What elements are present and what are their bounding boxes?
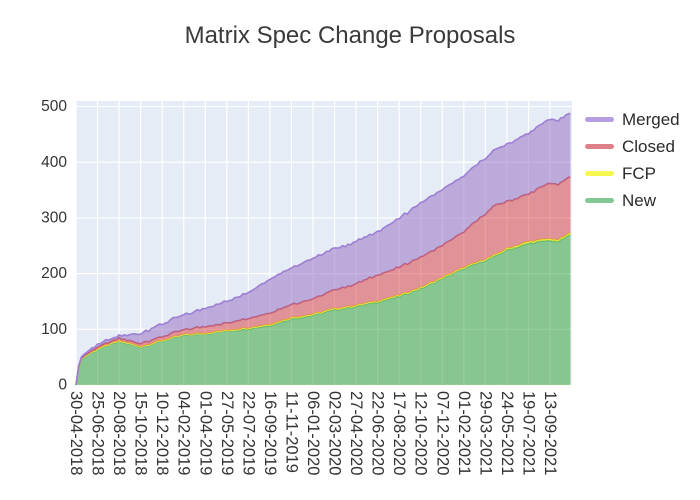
x-tick-label: 10-12-2018: [153, 391, 171, 475]
legend-item-merged[interactable]: Merged: [585, 106, 680, 133]
area-new: [76, 235, 571, 385]
legend-label: New: [622, 191, 657, 210]
y-tick-label: 300: [41, 209, 67, 226]
y-tick-label: 100: [41, 321, 67, 338]
line-fcp: [75, 232, 571, 386]
y-axis-tick-labels: 0 100 200 300 400 500: [41, 98, 67, 393]
legend-swatch-icon: [585, 198, 614, 203]
legend-label: Merged: [622, 110, 680, 129]
x-tick-label: 29-03-2021: [476, 391, 494, 475]
legend-label: FCP: [622, 164, 656, 183]
x-tick-label: 07-12-2020: [433, 391, 451, 475]
x-tick-label: 24-05-2021: [498, 391, 516, 475]
y-tick-label: 400: [41, 154, 67, 171]
x-tick-label: 12-10-2020: [412, 391, 430, 475]
legend-swatch-icon: [585, 144, 614, 149]
x-tick-label: 04-02-2019: [175, 391, 193, 475]
y-tick-label: 200: [41, 265, 67, 282]
x-tick-label: 13-09-2021: [541, 391, 559, 475]
legend-item-new[interactable]: New: [585, 187, 680, 214]
x-tick-label: 22-06-2020: [369, 391, 387, 475]
area-closed: [76, 177, 571, 385]
x-tick-label: 27-04-2020: [347, 391, 365, 475]
x-tick-label: 16-09-2019: [261, 391, 279, 475]
x-tick-label: 19-07-2021: [519, 391, 537, 475]
x-tick-label: 30-04-2018: [67, 391, 85, 475]
x-tick-label: 06-01-2020: [304, 391, 322, 475]
chart-title: Matrix Spec Change Proposals: [184, 22, 516, 49]
legend: Merged Closed FCP New: [585, 106, 680, 214]
x-axis-tick-labels: 30-04-2018 25-06-2018 20-08-2018 15-10-2018…: [67, 391, 559, 475]
area-merged: [76, 113, 571, 385]
x-tick-label: 27-05-2019: [218, 391, 236, 475]
x-tick-label: 17-08-2020: [390, 391, 408, 475]
y-tick-label: 0: [58, 377, 67, 394]
legend-item-fcp[interactable]: FCP: [585, 160, 680, 187]
x-tick-label: 01-02-2021: [455, 391, 473, 475]
line-merged: [75, 112, 571, 386]
x-tick-label: 22-07-2019: [239, 391, 257, 475]
x-tick-label: 15-10-2018: [132, 391, 150, 475]
legend-swatch-icon: [585, 171, 614, 176]
x-tick-label: 20-08-2018: [110, 391, 128, 475]
x-tick-label: 01-04-2019: [196, 391, 214, 475]
legend-swatch-icon: [585, 117, 614, 122]
x-tick-label: 25-06-2018: [89, 391, 107, 475]
x-tick-label: 02-03-2020: [326, 391, 344, 475]
legend-item-closed[interactable]: Closed: [585, 133, 680, 160]
legend-label: Closed: [622, 137, 675, 156]
x-tick-label: 11-11-2019: [282, 391, 300, 473]
y-tick-label: 500: [41, 98, 67, 115]
